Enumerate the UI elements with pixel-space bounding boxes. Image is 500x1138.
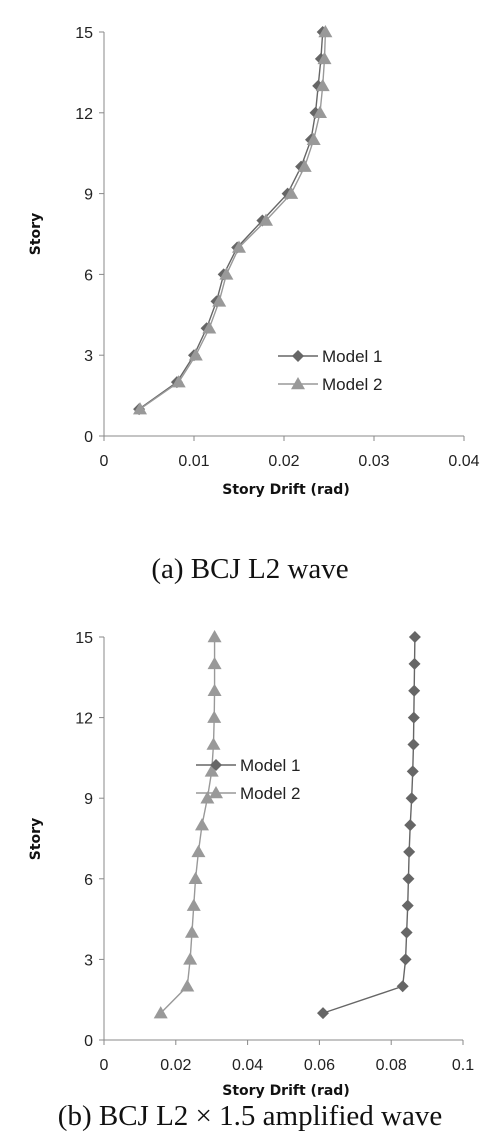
data-point bbox=[399, 953, 412, 966]
y-tick-label: 0 bbox=[84, 1033, 93, 1050]
data-point bbox=[408, 684, 421, 697]
data-point bbox=[219, 267, 234, 280]
legend: Model 1 Model 2 bbox=[278, 347, 382, 394]
legend: Model 1 Model 2 bbox=[196, 756, 300, 803]
data-point bbox=[400, 926, 413, 939]
x-tick-label: 0 bbox=[100, 453, 109, 470]
x-tick-label: 0.04 bbox=[232, 1057, 263, 1074]
y-tick-label: 3 bbox=[84, 952, 93, 969]
x-tick-label: 0.04 bbox=[448, 453, 479, 470]
y-axis-label: Story bbox=[28, 213, 44, 255]
data-point bbox=[183, 952, 198, 965]
x-tick-label: 0.06 bbox=[304, 1057, 335, 1074]
x-tick-label: 0.03 bbox=[358, 453, 389, 470]
y-tick-label: 9 bbox=[84, 187, 93, 204]
x-tick-label: 0.02 bbox=[160, 1057, 191, 1074]
data-point bbox=[259, 213, 273, 226]
chart-panel-1: 0 3 6 9 12 15 0 0.01 0.02 0.03 0.04 Story Drift (ra… bbox=[28, 25, 480, 585]
series-line bbox=[322, 636, 416, 1014]
data-point bbox=[191, 844, 206, 858]
data-point bbox=[200, 791, 215, 804]
y-tick-label: 15 bbox=[75, 630, 93, 647]
legend-label: Model 2 bbox=[240, 784, 300, 803]
legend-label: Model 2 bbox=[322, 375, 382, 394]
data-point bbox=[405, 792, 418, 805]
legend-marker bbox=[291, 377, 305, 390]
data-point bbox=[207, 710, 222, 723]
data-point bbox=[232, 240, 246, 253]
data-point bbox=[180, 979, 195, 992]
data-point bbox=[207, 683, 222, 696]
data-point bbox=[184, 925, 199, 938]
data-point bbox=[316, 1007, 329, 1020]
data-point bbox=[207, 656, 222, 670]
y-tick-label: 0 bbox=[84, 429, 93, 446]
data-point bbox=[284, 186, 299, 199]
x-tick-label: 0 bbox=[100, 1057, 109, 1074]
x-tick-label: 0.08 bbox=[376, 1057, 407, 1074]
series-diamond bbox=[316, 631, 421, 1020]
figure-caption: (b) BCJ L2 × 1.5 amplified wave bbox=[58, 1100, 442, 1132]
data-point bbox=[306, 132, 321, 145]
data-point bbox=[212, 294, 227, 307]
series-triangle bbox=[133, 25, 333, 415]
legend-marker bbox=[210, 759, 222, 771]
data-point bbox=[186, 898, 201, 911]
data-point bbox=[403, 845, 416, 858]
data-point bbox=[206, 737, 221, 750]
data-point bbox=[313, 105, 327, 119]
x-tick-label: 0.01 bbox=[178, 453, 209, 470]
data-point bbox=[396, 980, 409, 993]
legend-marker bbox=[292, 350, 304, 362]
data-point bbox=[153, 1006, 168, 1019]
data-point bbox=[407, 711, 420, 724]
data-point bbox=[188, 348, 203, 361]
y-tick-label: 12 bbox=[75, 711, 93, 728]
data-point bbox=[404, 819, 417, 832]
x-tick-label: 0.02 bbox=[268, 453, 299, 470]
x-axis-label: Story Drift (rad) bbox=[222, 482, 349, 498]
y-axis-label: Story bbox=[28, 818, 44, 860]
data-point bbox=[188, 871, 203, 885]
legend-marker bbox=[209, 786, 223, 799]
y-tick-label: 15 bbox=[75, 25, 93, 42]
data-point bbox=[317, 51, 332, 65]
x-axis-label: Story Drift (rad) bbox=[222, 1083, 349, 1099]
chart-panel-2: 0 3 6 9 12 15 0 0.02 0.04 0.06 0.08 0.1 Story Drift … bbox=[28, 630, 474, 1132]
data-point bbox=[401, 899, 414, 912]
x-tick-label: 0.1 bbox=[452, 1057, 474, 1074]
data-point bbox=[406, 765, 419, 778]
data-point bbox=[202, 321, 217, 334]
data-point bbox=[318, 25, 333, 38]
legend-label: Model 1 bbox=[322, 347, 382, 366]
y-tick-label: 6 bbox=[84, 267, 93, 284]
figure-caption: (a) BCJ L2 wave bbox=[151, 553, 348, 585]
data-point bbox=[204, 764, 219, 777]
data-point bbox=[402, 872, 415, 885]
data-point bbox=[407, 738, 420, 751]
legend-label: Model 1 bbox=[240, 756, 300, 775]
data-point bbox=[133, 402, 147, 415]
series-line bbox=[138, 31, 324, 410]
y-tick-label: 12 bbox=[75, 106, 93, 123]
y-tick-label: 3 bbox=[84, 348, 93, 365]
data-point bbox=[315, 78, 330, 92]
data-point bbox=[408, 631, 421, 643]
series-triangle bbox=[153, 630, 222, 1019]
data-point bbox=[207, 630, 222, 643]
data-point bbox=[171, 375, 186, 388]
data-point bbox=[195, 818, 210, 831]
data-point bbox=[297, 159, 312, 172]
y-tick-label: 9 bbox=[84, 791, 93, 808]
data-point bbox=[408, 657, 421, 670]
y-tick-label: 6 bbox=[84, 872, 93, 889]
series-line bbox=[160, 637, 216, 1014]
